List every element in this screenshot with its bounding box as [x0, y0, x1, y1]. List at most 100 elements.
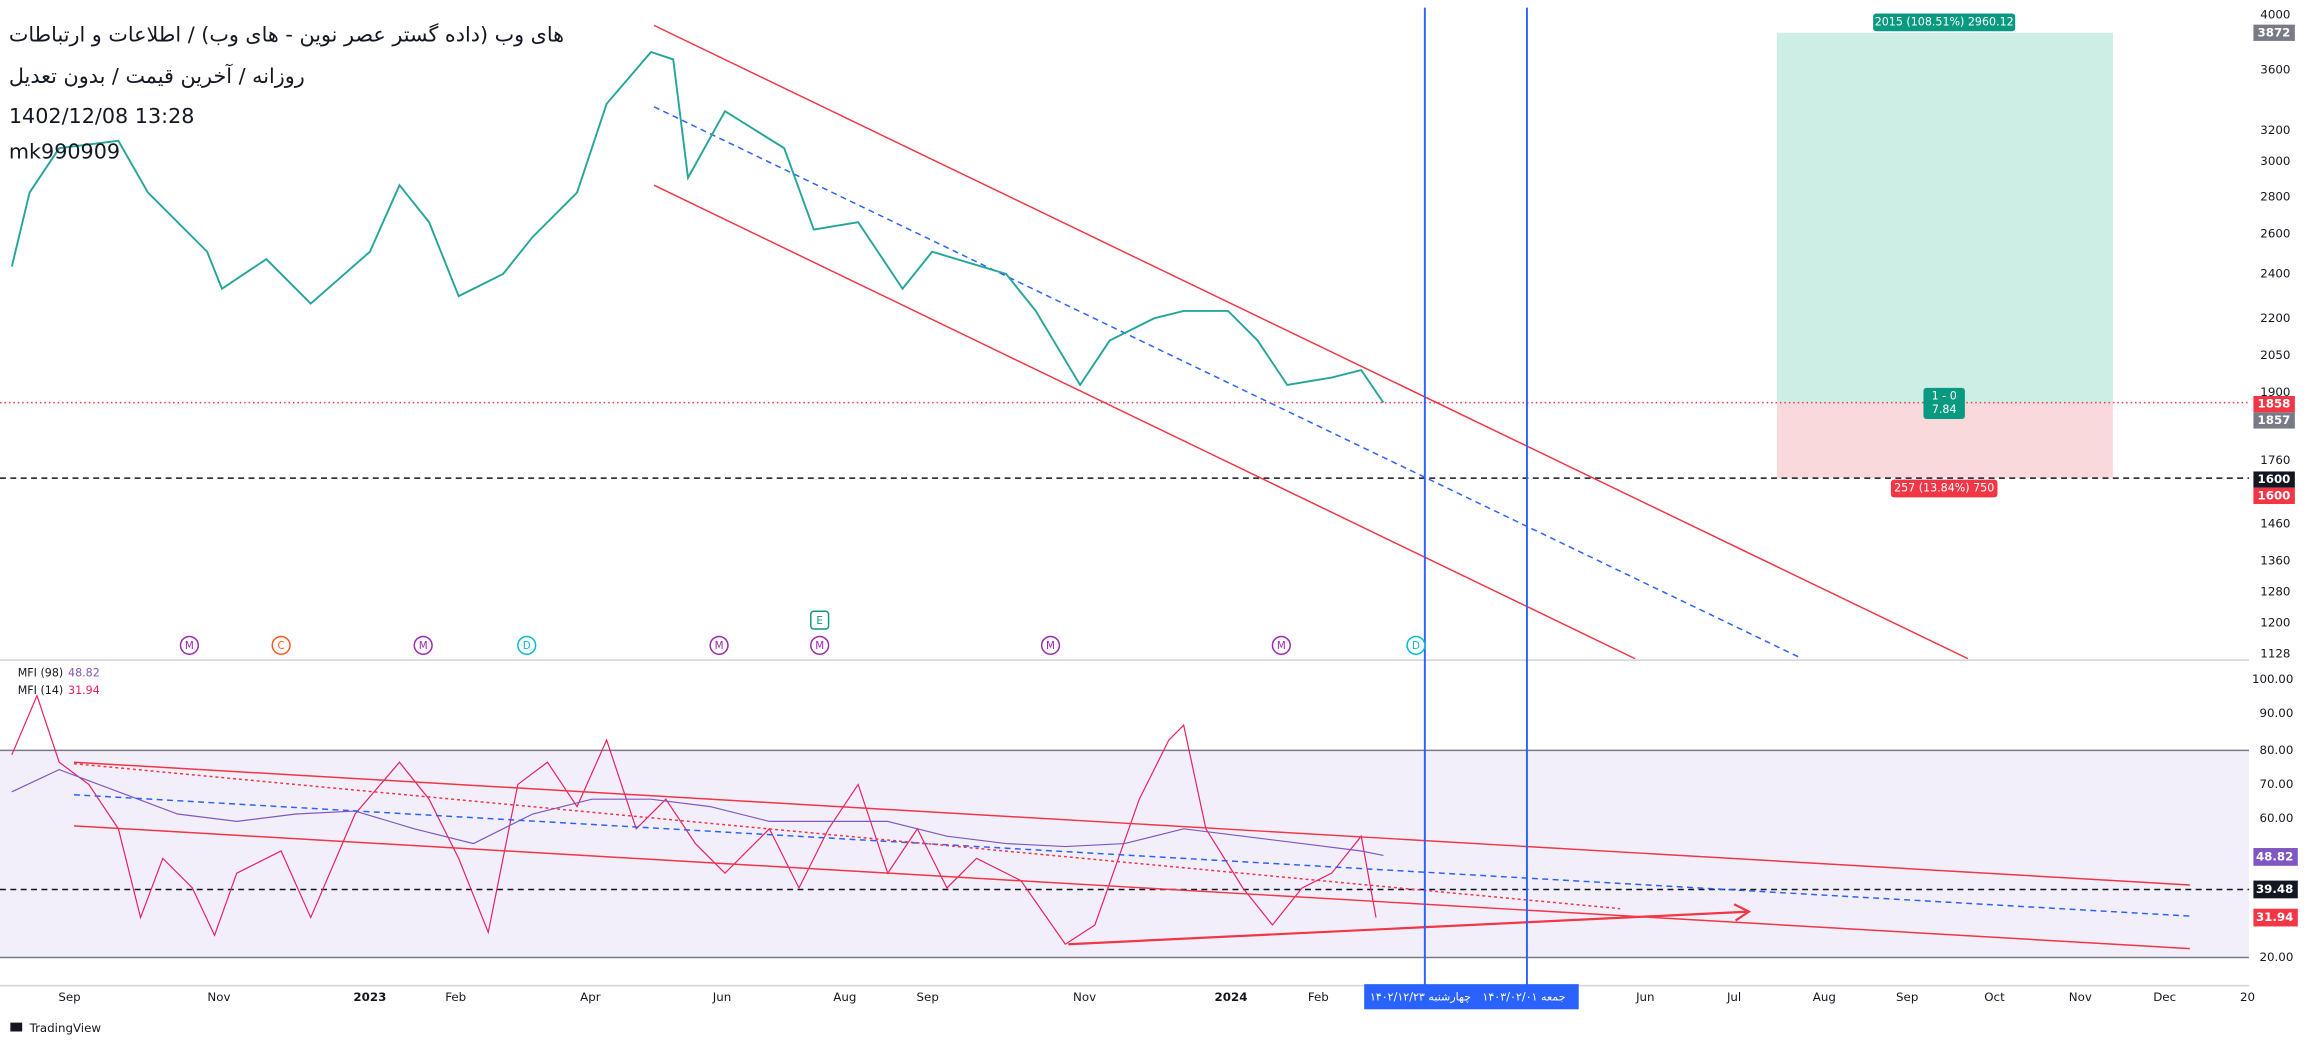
header-title: های وب (داده گستر عصر نوین - های وب) / ا…: [9, 23, 564, 47]
price-label: 4000: [2260, 8, 2290, 22]
event-marker-label: M: [715, 640, 724, 652]
date-range-bg: [1364, 984, 1579, 1010]
time-label: Nov: [2069, 990, 2092, 1004]
mfi-band: [0, 750, 2249, 958]
event-marker-label: D: [523, 640, 531, 652]
price-badge-bg: [2253, 396, 2295, 413]
event-marker-label: M: [1046, 640, 1055, 652]
price-path: [10, 50, 1385, 404]
mfi-axis-label: 90.00: [2259, 706, 2293, 720]
price-badge: 1600: [2257, 488, 2290, 502]
ratio-label: 1 - 0: [1932, 390, 1957, 403]
header-datetime: 1402/12/08 13:28: [9, 104, 195, 128]
event-marker: [810, 610, 830, 630]
mfi-trend: [73, 762, 1621, 910]
time-label: Jul: [1726, 990, 1741, 1004]
mfi-badge: 39.48: [2256, 882, 2293, 896]
mfi-badge-bg: [2253, 908, 2298, 927]
date-label: جمعه ۱۴۰۳/۰۲/۰۱: [1482, 990, 1565, 1003]
event-marker: [413, 635, 433, 655]
price-label: 1760: [2260, 453, 2290, 467]
mfi-badge-bg: [2253, 848, 2298, 866]
price-label: 2800: [2260, 190, 2290, 204]
price-badge: 3872: [2257, 25, 2290, 39]
price-badge-bg: [2253, 24, 2295, 41]
time-label: Sep: [1896, 990, 1918, 1004]
price-label: 2600: [2260, 227, 2290, 241]
time-label: Feb: [445, 990, 466, 1004]
date-label: چهارشنبه ۱۴۰۲/۱۲/۲۳: [1370, 990, 1471, 1003]
time-label: Jun: [1635, 990, 1654, 1004]
mfi-channel-mid: [73, 794, 2190, 917]
brand-logo: [10, 1022, 23, 1032]
price-label: 2400: [2260, 266, 2290, 280]
position-label-bg: [1873, 13, 2016, 32]
divergence-arrow: [1068, 910, 1749, 946]
position-label: 257 (13.84%) 750: [1894, 481, 1994, 494]
mfi-legend-name: MFI (98): [18, 666, 63, 679]
event-marker: [517, 635, 537, 655]
mfi-badge: 48.82: [2256, 849, 2293, 863]
ratio-value: 7.84: [1932, 403, 1957, 416]
price-label: 2200: [2260, 311, 2290, 325]
mfi-axis-label: 70.00: [2259, 777, 2293, 791]
mfi-badge-bg: [2253, 880, 2298, 899]
mfi-channel-lower: [73, 825, 2190, 950]
price-label: 3200: [2260, 123, 2290, 137]
channel-upper: [653, 24, 1969, 660]
mfi-channel-upper: [73, 761, 2190, 886]
channel-mid: [653, 106, 1803, 660]
event-marker-label: M: [419, 640, 428, 652]
mfi-legend-value: 48.82: [68, 666, 100, 679]
brand-name: TradingView: [29, 1021, 102, 1035]
mfi-legend-value: 31.94: [68, 684, 100, 697]
mfi-badge: 31.94: [2256, 910, 2293, 924]
header-subtitle: روزانه / آخرین قیمت / بدون تعدیل: [9, 63, 305, 88]
event-marker: [709, 635, 729, 655]
time-label: 2024: [1215, 990, 1248, 1004]
channel-lower: [653, 184, 1636, 660]
price-label: 1900: [2260, 385, 2290, 399]
price-badge: 1600: [2257, 472, 2290, 486]
mfi-axis-label: 60.00: [2259, 811, 2293, 825]
mfi-axis-label: 20.00: [2259, 950, 2293, 964]
time-label: Nov: [207, 990, 230, 1004]
time-label: 2023: [353, 990, 386, 1004]
price-label: 3600: [2260, 62, 2290, 76]
mfi-legend-name: MFI (14): [18, 684, 63, 697]
position-label: 2015 (108.51%) 2960.12: [1875, 15, 2014, 28]
price-badge-bg: [2253, 487, 2295, 505]
price-badge-bg: [2253, 471, 2295, 488]
event-marker: [810, 635, 830, 655]
header-user: mk990909: [9, 140, 120, 164]
time-label: Aug: [833, 990, 856, 1004]
event-marker-label: D: [1412, 640, 1420, 652]
time-label: Nov: [1073, 990, 1096, 1004]
price-label: 1460: [2260, 517, 2290, 531]
time-label: Aug: [1813, 990, 1836, 1004]
price-label: 3000: [2260, 154, 2290, 168]
price-badge: 1857: [2257, 413, 2290, 427]
event-marker: [1406, 635, 1426, 655]
time-label: Jun: [712, 990, 731, 1004]
price-label: 1200: [2260, 616, 2290, 630]
price-label: 1128: [2260, 647, 2290, 661]
event-marker: [1040, 635, 1061, 655]
mfi-axis-label: 80.00: [2259, 743, 2293, 757]
price-label: 1280: [2260, 585, 2290, 599]
price-badge-bg: [2253, 412, 2295, 429]
time-label: Sep: [917, 990, 939, 1004]
time-label: Oct: [1984, 990, 2005, 1004]
mfi14-path: [11, 693, 1377, 946]
mfi-axis-label: 100.00: [2252, 672, 2293, 686]
event-marker: [179, 635, 200, 655]
profit-zone: [1776, 32, 2113, 403]
time-label: Feb: [1308, 990, 1329, 1004]
position-label-bg: [1890, 479, 1998, 498]
arrow-head: [1733, 903, 1752, 922]
event-marker: [1271, 635, 1291, 655]
event-marker-label: M: [815, 640, 824, 652]
event-marker-label: C: [278, 640, 285, 652]
time-label: Dec: [2153, 990, 2176, 1004]
event-marker-label: M: [185, 640, 194, 652]
